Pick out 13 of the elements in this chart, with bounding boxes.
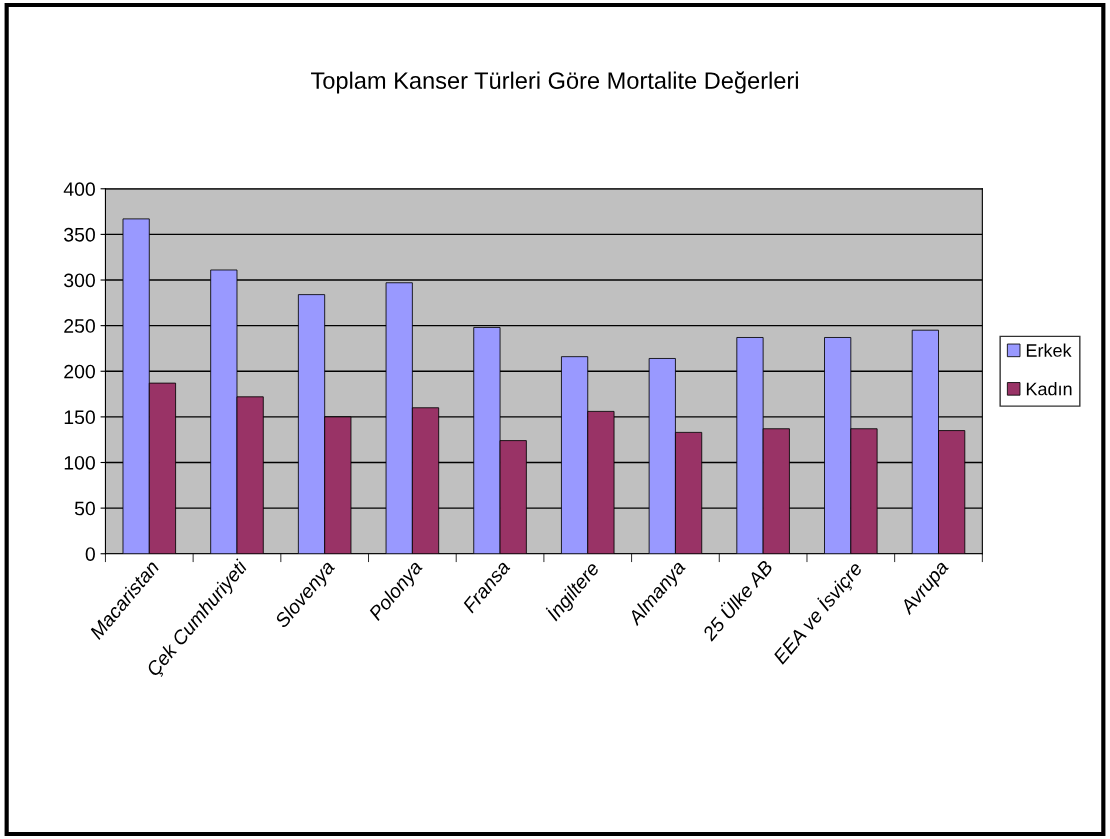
y-tick-label: 250 bbox=[64, 319, 95, 333]
y-tick-label: 300 bbox=[64, 273, 95, 288]
chart-title: Toplam Kanser Türleri Göre Mortalite Değerleri bbox=[311, 71, 798, 94]
y-tick-label: 400 bbox=[63, 182, 95, 197]
y-tick-label: 350 bbox=[64, 227, 95, 242]
y-tick-label: 0 bbox=[85, 547, 95, 561]
legend-label: Kadın bbox=[1026, 382, 1072, 396]
legend-label: Erkek bbox=[1026, 343, 1072, 357]
y-tick-label: 50 bbox=[74, 501, 95, 516]
y-tick-label: 150 bbox=[64, 410, 95, 425]
y-tick-label: 200 bbox=[64, 364, 95, 379]
x-tick-label: 25 Ülke AB bbox=[699, 557, 774, 642]
y-tick-label: 100 bbox=[64, 455, 95, 470]
